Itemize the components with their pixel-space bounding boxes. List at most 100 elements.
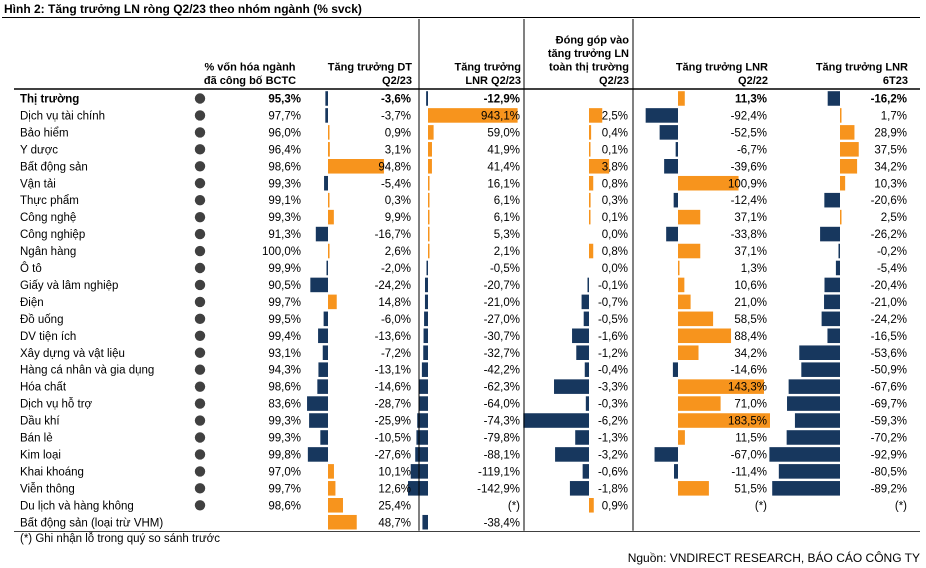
bar-h123 [824,277,840,293]
cap-dot-marker [194,347,206,358]
value-rev: -13,6% [375,331,411,343]
cap-dot-marker [194,381,206,392]
value-np: -119,1% [478,466,520,478]
bar-np [421,362,428,377]
value-rev: -10,5% [375,433,411,445]
cap-dot-marker [194,195,206,206]
value-np: 16,1% [487,178,520,190]
bar-q222 [678,345,699,360]
value-contrib: 0,1% [602,144,628,156]
bar-contrib [584,362,589,377]
bar-rev [328,209,334,225]
sector-name: Xây dựng và vật liệu [20,348,125,360]
value-h123: -67,6% [871,382,907,394]
column-header-q222: Tăng trưởng LNR [676,62,768,74]
bar-h123 [769,447,840,462]
value-np: 41,9% [487,144,520,156]
bar-np [418,379,428,394]
column-header-np: LNR Q2/23 [465,75,521,87]
cap-value: 99,9% [268,263,301,275]
table-row: Dịch vụ hỗ trợ 83,6% -28,7% -64,0% -0,3% 71,0… [20,398,907,411]
cap-value: 99,7% [268,483,301,495]
sector-name: Thực phẩm [20,195,79,207]
value-rev: -27,6% [375,449,411,461]
value-np: -21,0% [484,297,520,309]
bar-h123 [799,345,840,360]
value-np: -142,9% [477,483,520,495]
bar-np [428,108,518,123]
sector-name: Hóa chất [20,382,67,394]
cap-dot-marker [194,313,206,325]
table-row: Ô tô 99,9% -2,0% -0,5% 0,0% 1,3% -5,4% [20,262,907,275]
value-contrib: 0,4% [602,127,628,139]
value-np: -20,7% [484,280,520,292]
bar-np [426,260,428,276]
cap-dot-marker [194,364,206,375]
bar-np [428,209,430,225]
bar-h123 [794,413,840,428]
bar-h123 [840,142,859,157]
value-contrib: -1,6% [598,331,628,343]
table-row: Thị trường 95,3% -3,6% -12,9% 11,3% -16,2% [20,93,907,106]
sector-name: Hàng cá nhân và gia dụng [20,365,154,377]
value-h123: -80,5% [871,466,907,478]
bar-contrib [589,125,592,140]
bar-h123 [840,175,846,191]
value-h123: -24,2% [871,314,907,326]
value-q222: -14,6% [731,365,767,377]
bar-h123 [788,379,840,394]
value-contrib: 2,5% [602,110,628,122]
cap-value: 97,0% [268,466,301,478]
table-row: DV tiện ích 99,4% -13,6% -30,7% -1,6% 88,4% -1… [20,330,907,343]
value-contrib: -3,3% [598,382,628,394]
cap-dot-marker [194,415,206,426]
table-row: Bán lẻ 99,3% -10,5% -79,8% -1,3% 11,5% -70,2% [20,432,907,445]
sector-name: Dịch vụ tài chính [20,110,105,122]
cap-dot-marker [194,432,206,443]
column-header-h123: 6T23 [883,75,908,87]
sector-name: Du lịch và hàng không [20,500,134,512]
sector-name: Ô tô [20,262,42,275]
value-rev: -25,9% [375,416,411,428]
bar-q222 [678,379,764,394]
bar-contrib [572,328,589,344]
sector-name: Vận tải [20,178,56,190]
value-rev: -7,2% [381,348,411,360]
value-np: 943,1% [481,110,520,122]
cap-dot-marker [194,398,206,409]
bar-contrib [581,294,589,310]
value-np: -62,3% [484,382,520,394]
cap-dot-marker [194,500,206,511]
bar-rev [328,192,330,208]
value-contrib: 0,1% [602,212,628,224]
value-np: -32,7% [484,348,520,360]
bar-rev [307,396,328,411]
column-header-cap: đã công bố BCTC [204,75,296,87]
value-q222: 1,3% [741,263,767,275]
column-header-cap: % vốn hóa ngành [204,62,295,74]
value-contrib: 0,9% [602,500,628,512]
cap-value: 83,6% [268,399,301,411]
value-rev: -13,1% [375,365,411,377]
bar-h123 [820,226,840,242]
bar-q222 [678,328,732,344]
value-np: -27,0% [484,314,520,326]
bar-np [422,514,428,530]
column-header-contrib: tăng trưởng LN [548,48,629,60]
cap-value: 98,6% [268,500,301,512]
bar-rev [325,108,328,123]
value-np: -74,3% [484,416,520,428]
table-row: Khai khoáng 97,0% 10,1% -119,1% -0,6% -11,4% -… [20,466,907,478]
bar-np [424,277,428,293]
bar-q222 [678,175,739,191]
table-row: Ngân hàng 100,0% 2,6% 2,1% 0,8% 37,1% -0,2% [20,245,907,258]
bar-rev [328,142,330,157]
bar-h123 [840,159,858,174]
value-contrib: 3,8% [602,161,628,173]
value-rev: -14,6% [375,382,411,394]
bar-q222 [678,311,714,327]
value-rev: 3,1% [385,144,411,156]
bar-rev [315,226,328,242]
bar-rev [320,430,328,445]
bar-h123 [801,362,840,377]
